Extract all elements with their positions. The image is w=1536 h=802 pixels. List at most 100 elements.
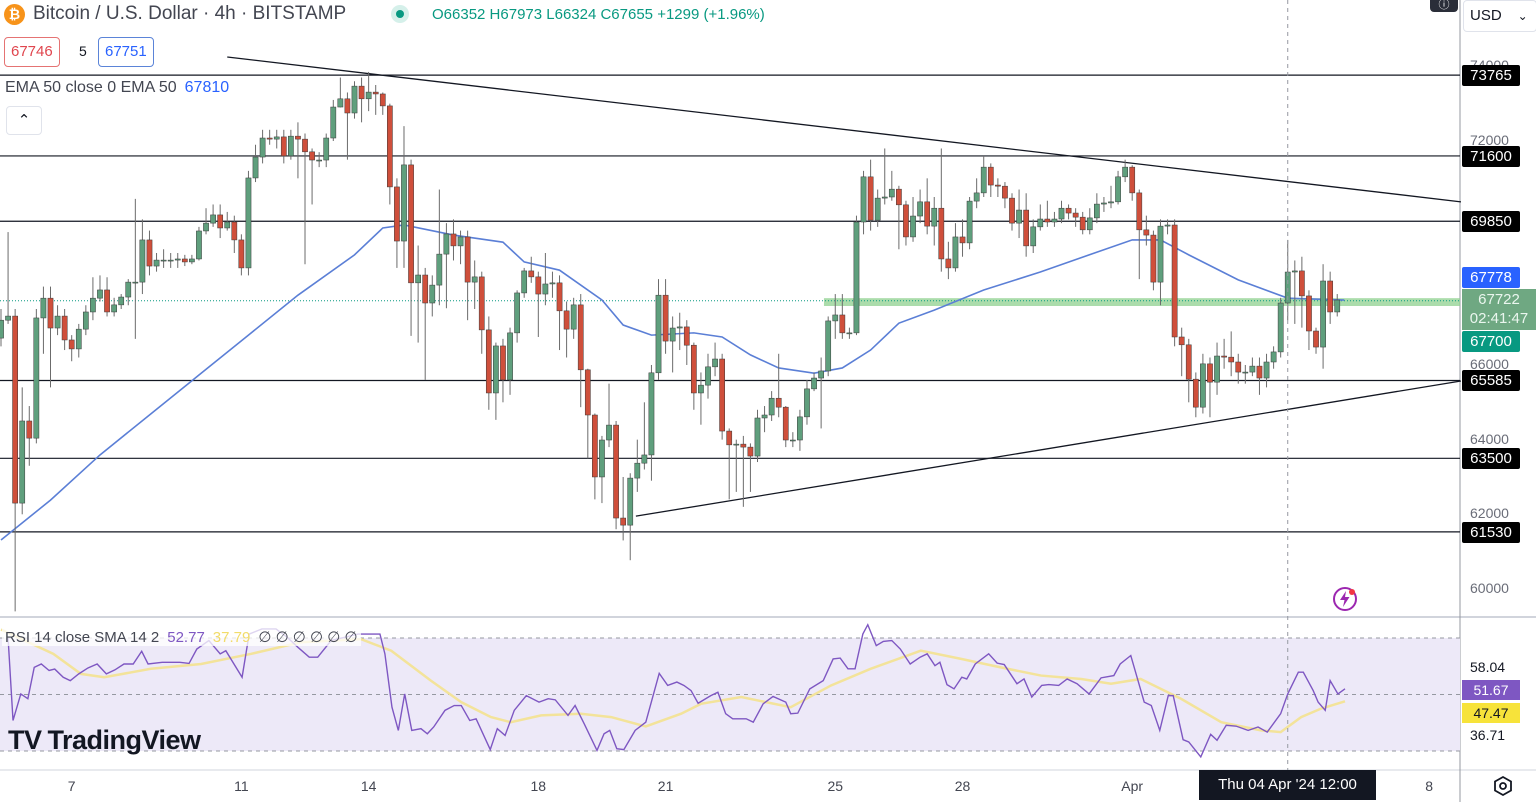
candle (592, 413, 598, 500)
candle (379, 92, 386, 115)
candle-body-up (1037, 218, 1044, 228)
candle (1094, 193, 1100, 224)
candle-body-up (1263, 361, 1270, 379)
candle-body-up (641, 454, 648, 464)
candle (1058, 200, 1065, 224)
candle (118, 294, 125, 309)
candle (68, 335, 75, 362)
candle (719, 353, 725, 440)
candle (1030, 219, 1037, 253)
candle (973, 178, 980, 209)
candle (1108, 185, 1114, 209)
trendlines[interactable] (227, 56, 1462, 517)
candle (344, 92, 351, 160)
time-axis-tick: 18 (530, 778, 547, 794)
candle (584, 368, 591, 459)
candle-body-up (252, 156, 259, 179)
candle (747, 443, 754, 492)
candle (231, 215, 238, 253)
candle (104, 277, 110, 317)
candle-body-up (436, 253, 443, 286)
candle (429, 275, 436, 317)
candle-body-up (789, 439, 796, 442)
candle (266, 129, 273, 145)
candle-body-up (910, 215, 916, 238)
price-axis-tick: 72000 (1470, 132, 1509, 148)
candle-body-down (662, 294, 669, 342)
candle (627, 473, 634, 561)
rsi-legend[interactable]: RSI 14 close SMA 14 2 52.77 37.79 ∅ ∅ ∅ ∅ ∅… (2, 628, 361, 646)
candle-body-up (288, 135, 294, 157)
collapse-legend-button[interactable]: ⌃ (6, 106, 42, 135)
settings-icon[interactable] (1492, 775, 1514, 797)
candle-body-up (846, 332, 853, 335)
candle (804, 379, 810, 425)
candle (1192, 372, 1199, 418)
candle-body-down (683, 326, 690, 346)
info-icon[interactable]: ⓘ (1430, 0, 1458, 12)
candle-body-down (1207, 363, 1213, 383)
candle-body-down (68, 339, 75, 350)
candle-body-down (1327, 280, 1334, 313)
time-axis-tick: 8 (1425, 778, 1434, 794)
symbol-title[interactable]: Bitcoin / U.S. Dollar · 4h · BITSTAMP (33, 3, 347, 24)
candle (351, 81, 358, 119)
candle-body-up (351, 85, 358, 114)
candle (740, 435, 747, 507)
candle-body-up (415, 274, 421, 284)
sell-button[interactable]: 67746 (4, 37, 60, 67)
candle (111, 297, 117, 317)
candle (1150, 230, 1157, 291)
candle-body-up (1157, 225, 1164, 283)
candle (330, 99, 337, 141)
candle-body-up (627, 477, 634, 526)
market-open-icon (391, 5, 409, 23)
candle-body-down (450, 233, 457, 247)
candle (394, 178, 400, 268)
candle (924, 178, 931, 235)
level-tag-65585: 65585 (1462, 370, 1520, 392)
candle (966, 196, 973, 250)
candle (789, 432, 796, 448)
tradingview-logo[interactable]: TV TradingView (8, 725, 201, 756)
candle (620, 476, 627, 541)
candle-body-down (61, 315, 68, 341)
candle-body-down (478, 276, 485, 331)
ema-legend[interactable]: EMA 50 close 0 EMA 50 67810 (5, 79, 229, 97)
candle (528, 256, 535, 283)
buy-button[interactable]: 67751 (98, 37, 154, 67)
candle-body-up (1051, 218, 1058, 223)
candle-body-up (570, 304, 577, 330)
candle (662, 279, 669, 354)
candle-body-up (1016, 209, 1022, 224)
candle (1101, 196, 1107, 212)
candle (365, 71, 372, 112)
support-zone[interactable] (0, 298, 1460, 306)
candle-body-up (1334, 299, 1341, 313)
rsi-value-tag: 51.67 (1462, 680, 1520, 700)
candle (125, 279, 132, 306)
candle (387, 103, 393, 205)
candle (61, 308, 68, 351)
candle-body-down (485, 329, 492, 394)
candle-body-down (1023, 209, 1029, 247)
candle (1306, 290, 1312, 351)
candle (259, 129, 266, 164)
candle-body-up (33, 317, 40, 439)
candle (1136, 189, 1143, 280)
candle (295, 122, 301, 179)
candle (563, 301, 570, 358)
candle-body-up (1270, 351, 1277, 363)
candle-body-down (231, 221, 238, 241)
candle-body-up (1030, 226, 1037, 247)
lightning-icon[interactable] (1331, 585, 1359, 613)
candle-body-down (1044, 218, 1051, 223)
candle-body-up (443, 233, 450, 255)
rsi-legend-nulls: ∅ ∅ ∅ ∅ ∅ ∅ (258, 629, 358, 646)
currency-select[interactable]: USD ⌄ (1463, 0, 1536, 32)
candle (478, 271, 485, 354)
candle-body-down (995, 184, 1001, 187)
candle-body-down (1313, 330, 1319, 348)
candle (867, 159, 874, 231)
